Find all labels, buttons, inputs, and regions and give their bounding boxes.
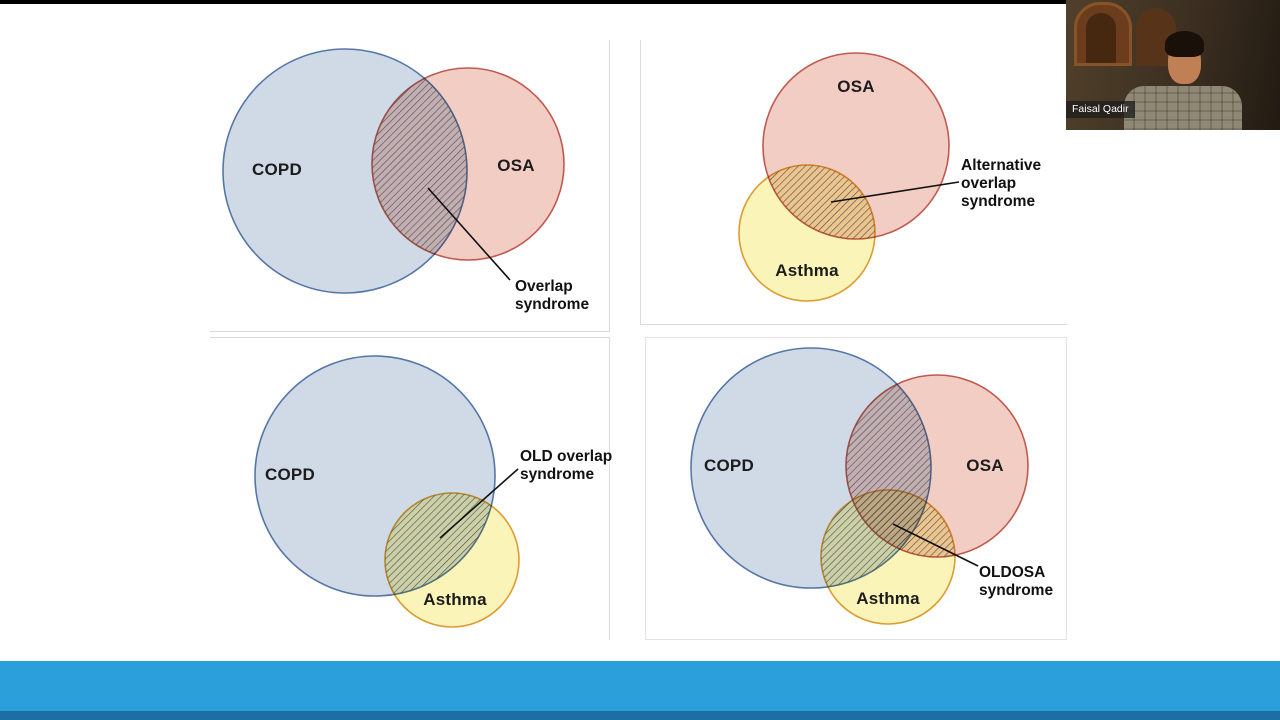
circle-label-osa: OSA [966,456,1004,475]
circle-label-copd: COPD [265,465,315,484]
circle-label-copd: COPD [704,456,754,475]
pointer-line [427,187,511,281]
venn-panel-old-overlap-syndrome: COPD Asthma OLD overlap syndrome [210,337,612,640]
footer-bar-dark [0,711,1280,720]
webcam-thumbnail[interactable]: Faisal Qadir [1066,0,1280,130]
annotation-old-overlap-syndrome: OLD overlap syndrome [520,448,613,483]
pointer-line [830,181,960,203]
venn-panel-oldosa-syndrome: COPD OSA Asthma OLDOSA syndrome [645,337,1067,640]
venn-graphic-copd-osa-asthma [690,347,1029,625]
hatched-intersection [372,68,467,260]
pointer-line [439,468,519,539]
footer-bar [0,661,1280,711]
venn-panel-overlap-syndrome: COPD OSA Overlap syndrome [210,40,610,332]
annotation-overlap-syndrome: Overlap syndrome [515,278,590,313]
annotation-oldosa-syndrome: OLDOSA syndrome [979,564,1054,599]
venn-graphic-osa-asthma [738,52,960,302]
circle-label-asthma: Asthma [856,589,920,608]
webcam-background-window [1074,2,1132,66]
venn-graphic-copd-osa [222,48,565,294]
pointer-line [892,523,979,567]
circle-label-osa: OSA [837,77,875,96]
participant-name-label: Faisal Qadir [1066,101,1135,118]
venn-panel-alternative-overlap-syndrome: OSA Asthma Alternative overlap syndrome [640,40,1067,325]
webcam-person-hair [1165,31,1204,57]
webcam-person-body [1124,86,1242,130]
circle-label-osa: OSA [497,156,535,175]
venn-graphic-copd-asthma [254,355,520,628]
circle-label-asthma: Asthma [423,590,487,609]
annotation-alternative-overlap-syndrome: Alternative overlap syndrome [961,157,1042,210]
circle-label-copd: COPD [252,160,302,179]
top-black-bar [0,0,1280,4]
circle-label-asthma: Asthma [775,261,839,280]
